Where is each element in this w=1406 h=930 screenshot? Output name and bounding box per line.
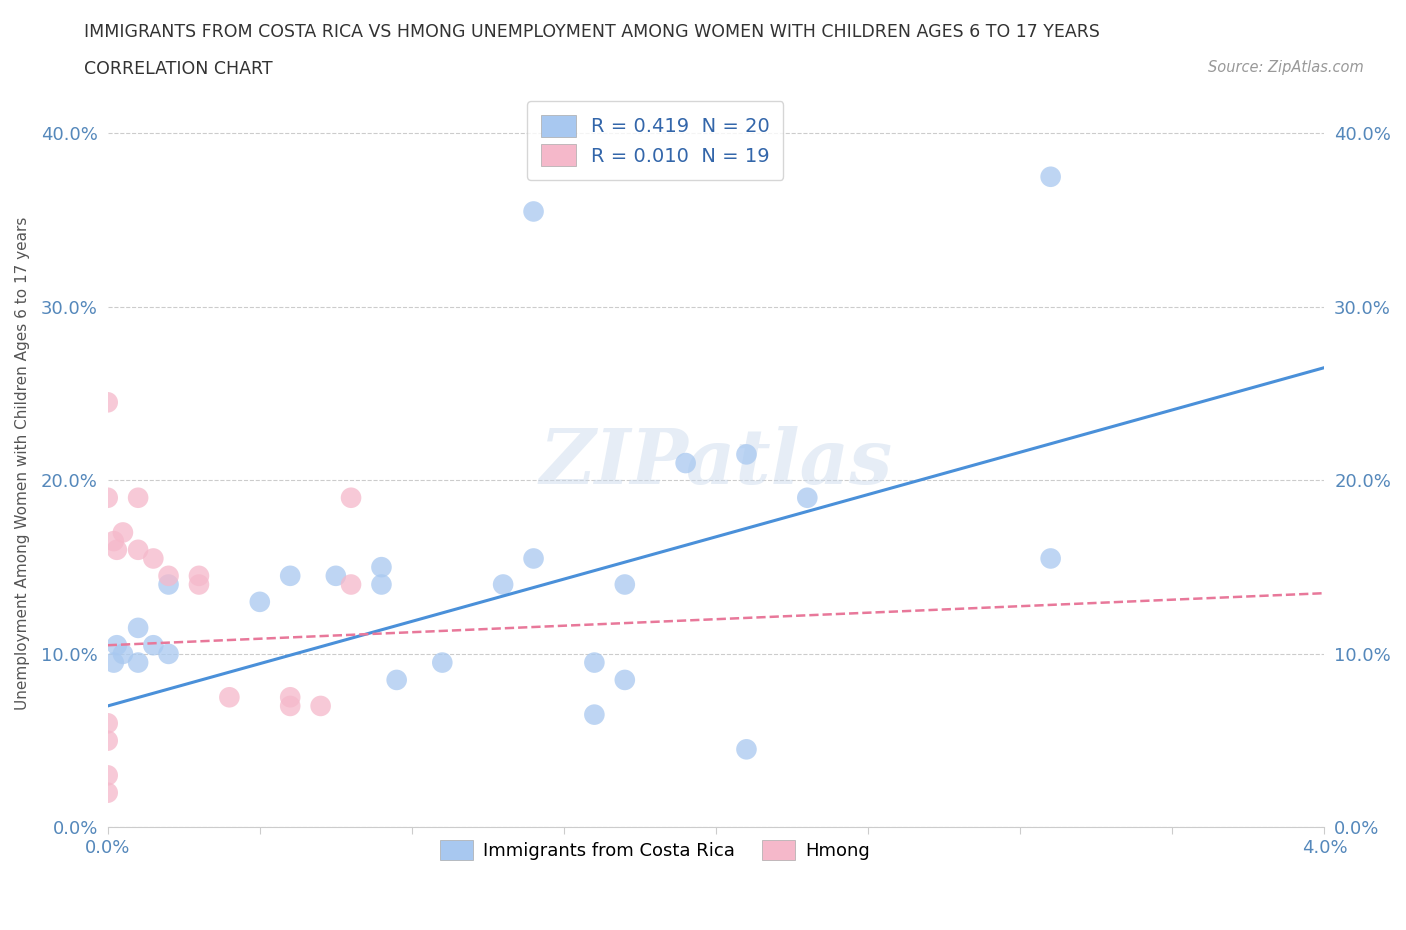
Immigrants from Costa Rica — [370, 577, 392, 591]
Hmong — [188, 577, 211, 591]
Immigrants from Costa Rica — [385, 672, 408, 687]
Hmong — [309, 698, 332, 713]
Hmong — [111, 525, 134, 540]
Immigrants from Costa Rica — [105, 638, 128, 653]
Immigrants from Costa Rica — [583, 707, 606, 722]
Hmong — [218, 690, 240, 705]
Immigrants from Costa Rica — [613, 577, 636, 591]
Immigrants from Costa Rica — [492, 577, 515, 591]
Hmong — [103, 534, 125, 549]
Hmong — [278, 690, 301, 705]
Legend: Immigrants from Costa Rica, Hmong: Immigrants from Costa Rica, Hmong — [432, 830, 879, 870]
Hmong — [97, 490, 120, 505]
Y-axis label: Unemployment Among Women with Children Ages 6 to 17 years: Unemployment Among Women with Children A… — [15, 217, 30, 710]
Immigrants from Costa Rica — [249, 594, 271, 609]
Immigrants from Costa Rica — [370, 560, 392, 575]
Hmong — [278, 698, 301, 713]
Hmong — [97, 785, 120, 800]
Text: ZIPatlas: ZIPatlas — [540, 426, 893, 500]
Hmong — [127, 490, 149, 505]
Immigrants from Costa Rica — [583, 655, 606, 670]
Hmong — [97, 733, 120, 748]
Hmong — [142, 551, 165, 566]
Hmong — [340, 490, 363, 505]
Hmong — [157, 568, 180, 583]
Immigrants from Costa Rica — [522, 551, 544, 566]
Immigrants from Costa Rica — [127, 620, 149, 635]
Immigrants from Costa Rica — [157, 577, 180, 591]
Text: CORRELATION CHART: CORRELATION CHART — [84, 60, 273, 78]
Hmong — [127, 542, 149, 557]
Hmong — [97, 716, 120, 731]
Hmong — [97, 768, 120, 783]
Text: IMMIGRANTS FROM COSTA RICA VS HMONG UNEMPLOYMENT AMONG WOMEN WITH CHILDREN AGES : IMMIGRANTS FROM COSTA RICA VS HMONG UNEM… — [84, 23, 1101, 41]
Immigrants from Costa Rica — [432, 655, 454, 670]
Immigrants from Costa Rica — [522, 204, 544, 219]
Immigrants from Costa Rica — [103, 655, 125, 670]
Immigrants from Costa Rica — [735, 742, 758, 757]
Immigrants from Costa Rica — [796, 490, 818, 505]
Immigrants from Costa Rica — [613, 672, 636, 687]
Immigrants from Costa Rica — [142, 638, 165, 653]
Hmong — [105, 542, 128, 557]
Immigrants from Costa Rica — [735, 447, 758, 462]
Immigrants from Costa Rica — [111, 646, 134, 661]
Immigrants from Costa Rica — [127, 655, 149, 670]
Immigrants from Costa Rica — [1039, 169, 1062, 184]
Hmong — [97, 395, 120, 410]
Text: Source: ZipAtlas.com: Source: ZipAtlas.com — [1208, 60, 1364, 75]
Immigrants from Costa Rica — [675, 456, 697, 471]
Hmong — [340, 577, 363, 591]
Immigrants from Costa Rica — [1039, 551, 1062, 566]
Immigrants from Costa Rica — [157, 646, 180, 661]
Immigrants from Costa Rica — [278, 568, 301, 583]
Hmong — [188, 568, 211, 583]
Immigrants from Costa Rica — [325, 568, 347, 583]
